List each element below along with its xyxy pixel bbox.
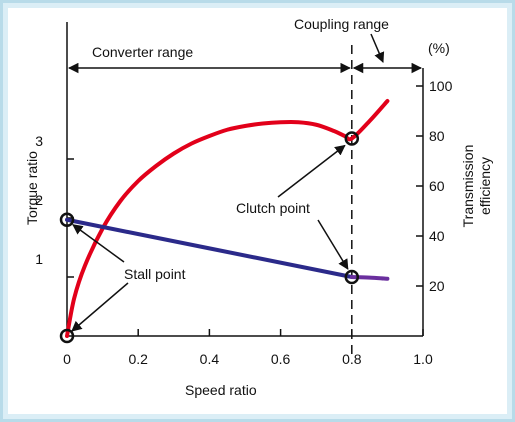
series-layer: [65, 99, 390, 338]
y-axis-right-label-line1: Transmission: [460, 145, 476, 228]
point-marker: [59, 212, 75, 228]
point-marker: [59, 328, 75, 344]
y-left-tick-label: 2: [35, 192, 43, 208]
y-left-tick-label: 1: [35, 251, 43, 267]
point-marker: [344, 269, 360, 285]
y-axis-left-label: Torque ratio: [24, 151, 40, 225]
clutch-point-arrow-upper: [277, 144, 346, 198]
stall-point-arrow-lower: [71, 282, 129, 332]
clutch-point-arrow-lower: [317, 219, 349, 270]
clutch-point-label: Clutch point: [236, 200, 310, 216]
stall-point-label: Stall point: [124, 266, 186, 282]
y-right-tick-label: 100: [429, 78, 453, 94]
plot-background: [8, 8, 507, 414]
point-marker: [344, 131, 360, 146]
range-arrows: [67, 33, 423, 74]
coupling-range-pointer: [370, 33, 385, 63]
x-axis-label: Speed ratio: [185, 382, 257, 398]
y-right-tick-label: 40: [429, 228, 445, 244]
annotation-arrows: [71, 144, 349, 332]
x-tick-label: 1.0: [413, 351, 433, 367]
right-unit-label: (%): [428, 40, 450, 56]
efficiency-curve: [65, 99, 390, 338]
y-right-tick-label: 60: [429, 178, 445, 194]
y-right-tick-label: 20: [429, 278, 445, 294]
marker-layer: [59, 131, 360, 344]
x-tick-label: 0.8: [342, 351, 362, 367]
x-tick-label: 0: [63, 351, 71, 367]
stall-point-arrow-upper: [72, 224, 125, 263]
coupling-range-label: Coupling range: [294, 16, 389, 32]
y-right-tick-label: 80: [429, 128, 445, 144]
x-tick-label: 0.4: [200, 351, 220, 367]
torque-ratio-line: [65, 217, 354, 279]
coupling-torque-line: [349, 275, 390, 281]
y-axis-right-label-line2: efficiency: [477, 157, 493, 215]
y-left-tick-label: 3: [35, 133, 43, 149]
x-tick-label: 0.2: [128, 351, 148, 367]
x-tick-label: 0.6: [271, 351, 291, 367]
converter-range-label: Converter range: [92, 44, 193, 60]
axes: 0 0.2 0.4 0.6 0.8 1.0 1 2 3 20 40 60 80 100: [35, 22, 453, 367]
